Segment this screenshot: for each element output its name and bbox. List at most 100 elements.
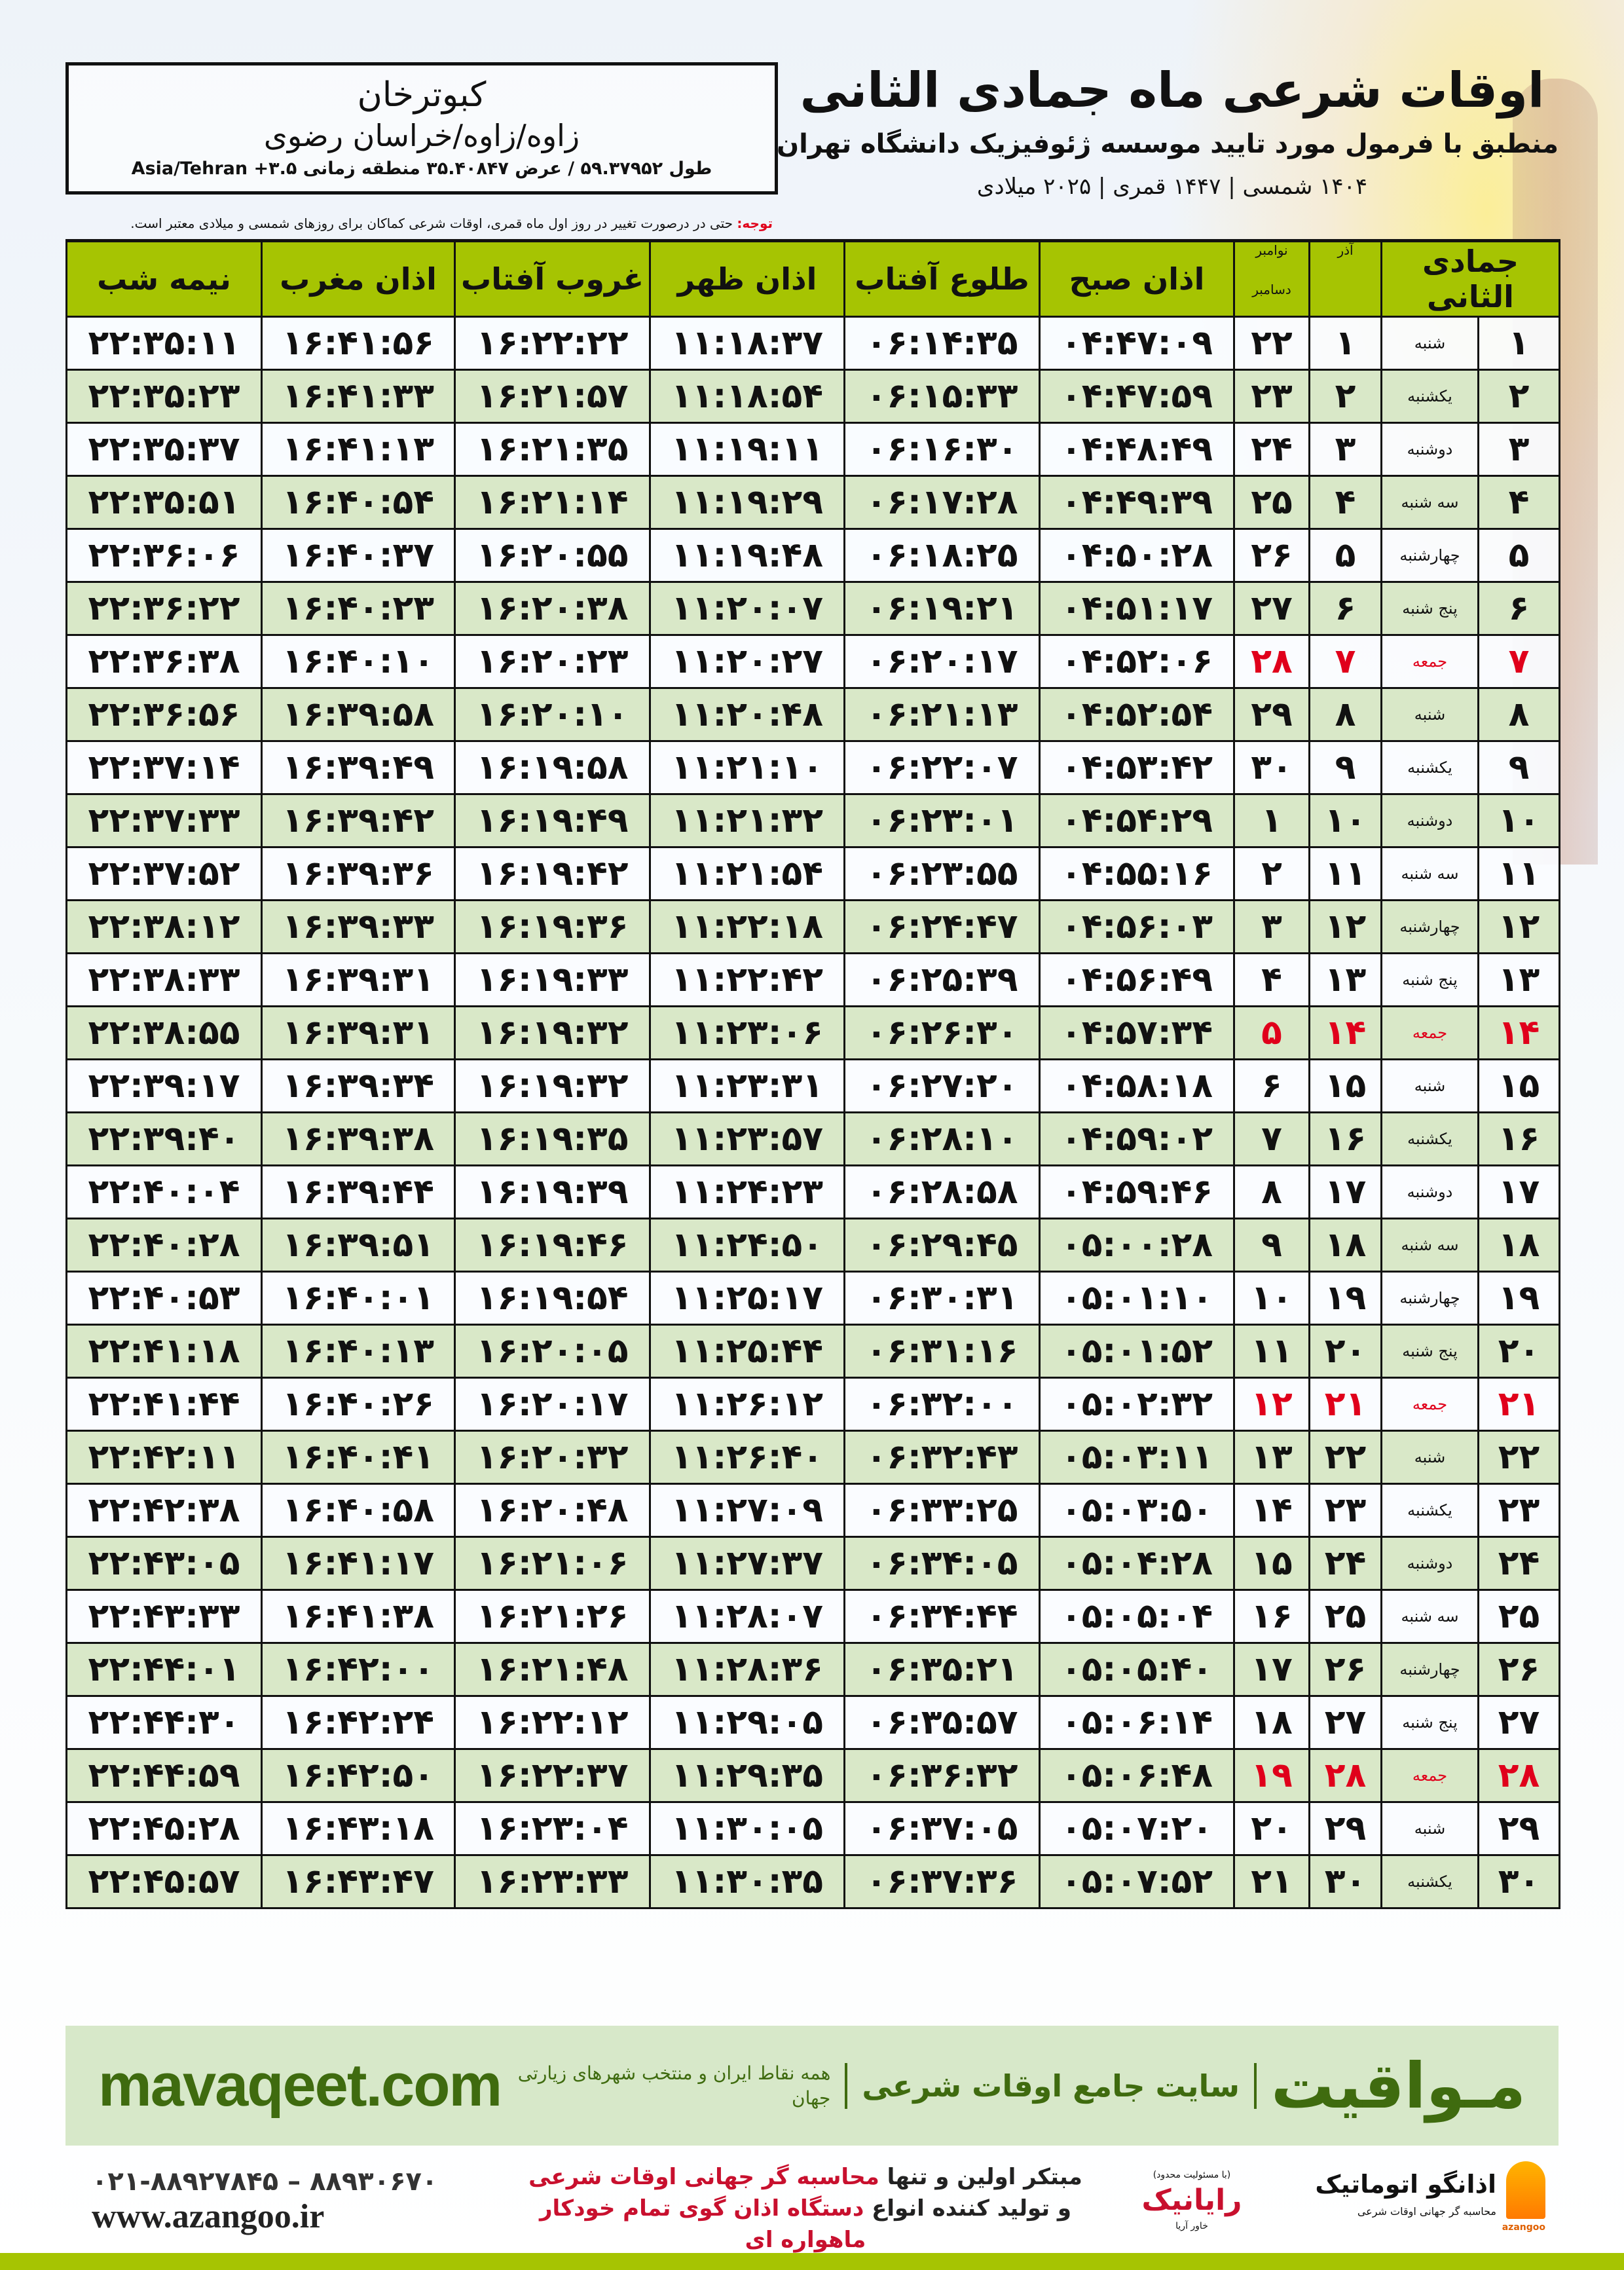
maghrib-time: ۱۶:۳۹:۳۴ bbox=[261, 1058, 456, 1113]
fajr-time: ۰۴:۴۷:۰۹ bbox=[1039, 316, 1235, 371]
azar-day: ۳۰ bbox=[1308, 1854, 1382, 1909]
azangoo-website[interactable]: www.azangoo.ir bbox=[92, 2198, 325, 2235]
azar-day: ۳ bbox=[1308, 422, 1382, 477]
hijri-day: ۹ bbox=[1477, 740, 1561, 795]
banner-slogan: سایت جامع اوقات شرعی bbox=[862, 2068, 1240, 2104]
hijri-day: ۲۵ bbox=[1477, 1589, 1561, 1644]
hijri-day: ۴ bbox=[1477, 475, 1561, 530]
maghrib-time: ۱۶:۴۰:۱۰ bbox=[261, 634, 456, 689]
table-row: ۱۳ پنج شنبه ۱۳ ۴ ۰۴:۵۶:۴۹ ۰۶:۲۵:۳۹ ۱۱:۲۲:۴۲ ۱۶:… bbox=[65, 952, 1561, 1007]
weekday: چهارشنبه bbox=[1380, 899, 1480, 954]
weekday: یکشنبه bbox=[1380, 740, 1480, 795]
midnight-time: ۲۲:۴۰:۵۳ bbox=[65, 1271, 263, 1326]
azar-day: ۲۱ bbox=[1308, 1377, 1382, 1432]
fajr-time: ۰۴:۵۷:۳۴ bbox=[1039, 1005, 1235, 1060]
maghrib-time: ۱۶:۳۹:۴۴ bbox=[261, 1164, 456, 1219]
weekday: سه شنبه bbox=[1380, 846, 1480, 901]
fajr-time: ۰۵:۰۳:۵۰ bbox=[1039, 1483, 1235, 1538]
azar-day: ۱ bbox=[1308, 316, 1382, 371]
hijri-day: ۳۰ bbox=[1477, 1854, 1561, 1909]
fajr-time: ۰۵:۰۶:۱۴ bbox=[1039, 1695, 1235, 1750]
dhuhr-time: ۱۱:۳۰:۰۵ bbox=[649, 1801, 845, 1856]
weekday: سه شنبه bbox=[1380, 475, 1480, 530]
azar-day: ۱۷ bbox=[1308, 1164, 1382, 1219]
banner-brand: مـواقیت bbox=[1270, 2049, 1526, 2123]
weekday: یکشنبه bbox=[1380, 1483, 1480, 1538]
midnight-time: ۲۲:۴۴:۰۱ bbox=[65, 1642, 263, 1697]
fajr-time: ۰۵:۰۲:۳۲ bbox=[1039, 1377, 1235, 1432]
promo-line2-a: و تولید کننده انواع bbox=[864, 2195, 1072, 2222]
promo-line2-b: دستگاه اذان گوی تمام خودکار ماهواره ای bbox=[539, 2195, 866, 2253]
sunset-time: ۱۶:۲۰:۵۵ bbox=[454, 528, 651, 583]
sunrise-time: ۰۶:۱۶:۳۰ bbox=[843, 422, 1041, 477]
gregorian-day: ۲۶ bbox=[1233, 528, 1310, 583]
midnight-time: ۲۲:۴۳:۳۳ bbox=[65, 1589, 263, 1644]
gregorian-day: ۱۸ bbox=[1233, 1695, 1310, 1750]
maghrib-time: ۱۶:۳۹:۳۱ bbox=[261, 952, 456, 1007]
hijri-day: ۱۴ bbox=[1477, 1005, 1561, 1060]
maghrib-time: ۱۶:۴۰:۲۳ bbox=[261, 581, 456, 636]
phone-numbers: ۰۲۱-۸۸۹۲۷۸۴۵ – ۸۸۹۳۰۶۷۰ bbox=[92, 2167, 438, 2197]
hijri-day: ۱۹ bbox=[1477, 1271, 1561, 1326]
note: توجه: حتی در درصورت تغییر در روز اول ماه… bbox=[65, 214, 773, 233]
gregorian-day: ۱۵ bbox=[1233, 1536, 1310, 1591]
sunset-time: ۱۶:۱۹:۴۹ bbox=[454, 793, 651, 848]
midnight-time: ۲۲:۳۵:۲۳ bbox=[65, 369, 263, 424]
fajr-time: ۰۴:۵۹:۰۲ bbox=[1039, 1111, 1235, 1166]
azar-day: ۲۴ bbox=[1308, 1536, 1382, 1591]
sunrise-time: ۰۶:۱۴:۳۵ bbox=[843, 316, 1041, 371]
midnight-time: ۲۲:۴۰:۲۸ bbox=[65, 1218, 263, 1273]
dhuhr-time: ۱۱:۱۸:۵۴ bbox=[649, 369, 845, 424]
fajr-time: ۰۵:۰۶:۴۸ bbox=[1039, 1748, 1235, 1803]
fajr-time: ۰۴:۵۹:۴۶ bbox=[1039, 1164, 1235, 1219]
table-row: ۸ شنبه ۸ ۲۹ ۰۴:۵۲:۵۴ ۰۶:۲۱:۱۳ ۱۱:۲۰:۴۸ ۱۶:۲۰:۱۰… bbox=[65, 687, 1561, 742]
gregorian-day: ۱۷ bbox=[1233, 1642, 1310, 1697]
sunrise-time: ۰۶:۳۶:۳۲ bbox=[843, 1748, 1041, 1803]
table-row: ۲۳ یکشنبه ۲۳ ۱۴ ۰۵:۰۳:۵۰ ۰۶:۳۳:۲۵ ۱۱:۲۷:۰۹ ۱۶:۲… bbox=[65, 1483, 1561, 1538]
maghrib-time: ۱۶:۴۱:۱۷ bbox=[261, 1536, 456, 1591]
maghrib-time: ۱۶:۴۱:۳۸ bbox=[261, 1589, 456, 1644]
weekday: یکشنبه bbox=[1380, 369, 1480, 424]
midnight-time: ۲۲:۳۵:۱۱ bbox=[65, 316, 263, 371]
dhuhr-time: ۱۱:۲۱:۳۲ bbox=[649, 793, 845, 848]
weekday: شنبه bbox=[1380, 316, 1480, 371]
rayanik-logo: (با مسئولیت محدود) رایانیک خاور آریا bbox=[1126, 2168, 1257, 2233]
midnight-time: ۲۲:۳۷:۵۲ bbox=[65, 846, 263, 901]
sunset-time: ۱۶:۲۰:۱۰ bbox=[454, 687, 651, 742]
midnight-time: ۲۲:۳۶:۰۶ bbox=[65, 528, 263, 583]
midnight-time: ۲۲:۴۴:۵۹ bbox=[65, 1748, 263, 1803]
weekday: پنج شنبه bbox=[1380, 1324, 1480, 1379]
sunrise-time: ۰۶:۲۳:۰۱ bbox=[843, 793, 1041, 848]
midnight-time: ۲۲:۴۳:۰۵ bbox=[65, 1536, 263, 1591]
rayanik-sub: خاور آریا bbox=[1175, 2221, 1208, 2231]
fajr-time: ۰۴:۵۸:۱۸ bbox=[1039, 1058, 1235, 1113]
sunrise-time: ۰۶:۲۷:۲۰ bbox=[843, 1058, 1041, 1113]
gregorian-day: ۱۹ bbox=[1233, 1748, 1310, 1803]
header-fajr: اذان صبح bbox=[1039, 239, 1235, 318]
sunset-time: ۱۶:۱۹:۳۳ bbox=[454, 952, 651, 1007]
weekday: یکشنبه bbox=[1380, 1111, 1480, 1166]
fajr-time: ۰۵:۰۱:۵۲ bbox=[1039, 1324, 1235, 1379]
maghrib-time: ۱۶:۳۹:۵۸ bbox=[261, 687, 456, 742]
table-row: ۱۶ یکشنبه ۱۶ ۷ ۰۴:۵۹:۰۲ ۰۶:۲۸:۱۰ ۱۱:۲۳:۵۷ ۱۶:۱۹… bbox=[65, 1111, 1561, 1166]
maghrib-time: ۱۶:۴۳:۱۸ bbox=[261, 1801, 456, 1856]
rayanik-name: رایانیک bbox=[1141, 2184, 1242, 2217]
sunset-time: ۱۶:۲۱:۲۶ bbox=[454, 1589, 651, 1644]
azar-day: ۱۲ bbox=[1308, 899, 1382, 954]
table-row: ۹ یکشنبه ۹ ۳۰ ۰۴:۵۳:۴۲ ۰۶:۲۲:۰۷ ۱۱:۲۱:۱۰ ۱۶:۱۹:… bbox=[65, 740, 1561, 795]
sunrise-time: ۰۶:۲۵:۳۹ bbox=[843, 952, 1041, 1007]
banner-url[interactable]: mavaqeet.com bbox=[98, 2052, 502, 2119]
weekday: سه شنبه bbox=[1380, 1218, 1480, 1273]
promo-line1-a: مبتکر اولین و تنها bbox=[879, 2164, 1082, 2190]
promo-line1-b: محاسبه گر جهانی اوقات شرعی bbox=[528, 2164, 879, 2190]
azar-day: ۱۵ bbox=[1308, 1058, 1382, 1113]
fajr-time: ۰۵:۰۳:۱۱ bbox=[1039, 1430, 1235, 1485]
midnight-time: ۲۲:۳۹:۴۰ bbox=[65, 1111, 263, 1166]
fajr-time: ۰۴:۵۲:۵۴ bbox=[1039, 687, 1235, 742]
header-azar: آذر bbox=[1308, 239, 1382, 318]
hijri-day: ۱۸ bbox=[1477, 1218, 1561, 1273]
table-row: ۴ سه شنبه ۴ ۲۵ ۰۴:۴۹:۳۹ ۰۶:۱۷:۲۸ ۱۱:۱۹:۲۹ ۱۶:۲۱… bbox=[65, 475, 1561, 530]
weekday: شنبه bbox=[1380, 1430, 1480, 1485]
gregorian-day: ۱۱ bbox=[1233, 1324, 1310, 1379]
header-maghrib: اذان مغرب bbox=[261, 239, 456, 318]
